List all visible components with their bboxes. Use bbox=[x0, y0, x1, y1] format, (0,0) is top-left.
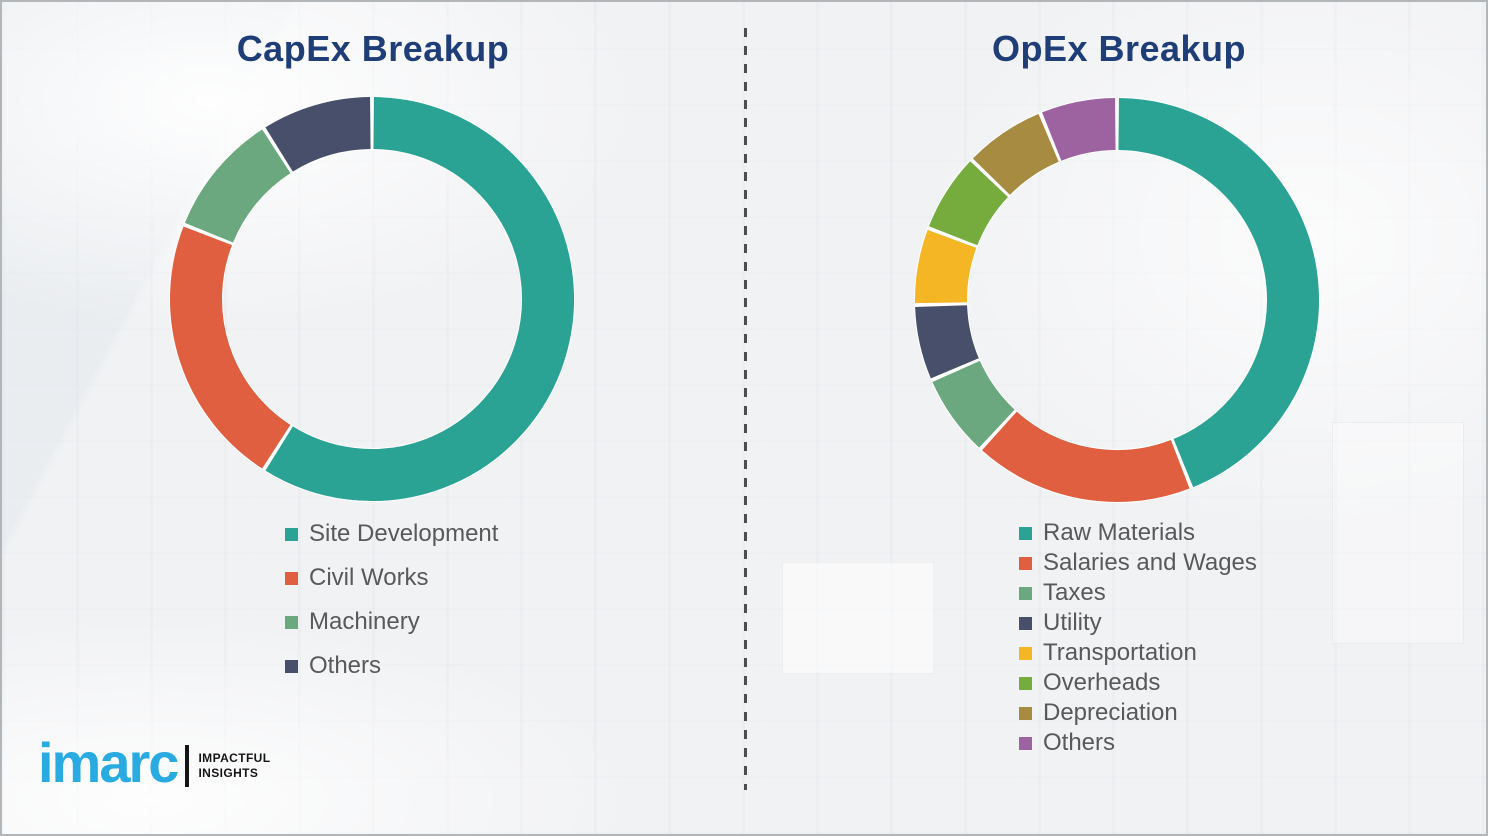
donut-segment-overheads bbox=[928, 161, 1009, 246]
donut-segment-site-development bbox=[265, 97, 574, 501]
legend-item-overheads: Overheads bbox=[1019, 668, 1257, 698]
legend-label: Others bbox=[309, 652, 382, 679]
legend-marker bbox=[1019, 556, 1032, 570]
capex-legend: Site Development Civil Works Machinery Othe… bbox=[285, 512, 498, 688]
donut-segment-salaries-and-wages bbox=[982, 411, 1190, 502]
donut-segment-others bbox=[1042, 98, 1117, 161]
legend-label: Taxes bbox=[1043, 579, 1106, 606]
tagline-line-2: INSIGHTS bbox=[198, 766, 259, 780]
legend-item-others: Others bbox=[285, 644, 498, 688]
capex-chart-title: CapEx Breakup bbox=[236, 28, 510, 69]
legend-label: Machinery bbox=[309, 608, 420, 635]
legend-label: Overheads bbox=[1043, 669, 1161, 696]
donut-segment-others bbox=[265, 97, 372, 172]
legend-marker bbox=[1019, 646, 1032, 660]
legend-marker bbox=[1019, 616, 1032, 630]
donut-segment-taxes bbox=[932, 360, 1016, 448]
legend-marker bbox=[1019, 526, 1032, 540]
donut-segment-civil-works bbox=[170, 226, 291, 469]
legend-label: Depreciation bbox=[1043, 699, 1178, 726]
legend-marker bbox=[285, 571, 298, 585]
opex-legend: Raw Materials Salaries and Wages Taxes Util… bbox=[1019, 518, 1257, 758]
legend-label: Civil Works bbox=[309, 564, 429, 591]
legend-marker bbox=[1019, 736, 1032, 750]
legend-marker bbox=[1019, 586, 1032, 600]
legend-label: Salaries and Wages bbox=[1043, 549, 1257, 576]
imarc-logo: imarc IMPACTFUL INSIGHTS bbox=[38, 735, 270, 791]
legend-marker bbox=[285, 659, 298, 673]
logo-divider-bar bbox=[185, 745, 190, 787]
legend-item-raw-materials: Raw Materials bbox=[1019, 518, 1257, 548]
legend-label: Others bbox=[1043, 729, 1116, 756]
background-watermark-block bbox=[1332, 422, 1464, 644]
legend-marker bbox=[285, 527, 298, 541]
donut-segment-raw-materials bbox=[1118, 98, 1319, 488]
legend-item-taxes: Taxes bbox=[1019, 578, 1257, 608]
donut-segment-depreciation bbox=[972, 113, 1060, 196]
legend-label: Site Development bbox=[309, 520, 499, 547]
legend-marker bbox=[1019, 676, 1032, 690]
imarc-logo-tagline: IMPACTFUL INSIGHTS bbox=[198, 751, 270, 781]
legend-item-transportation: Transportation bbox=[1019, 638, 1257, 668]
legend-label: Transportation bbox=[1043, 639, 1197, 666]
donut-segment-machinery bbox=[184, 129, 291, 244]
legend-item-utility: Utility bbox=[1019, 608, 1257, 638]
donut-segment-utility bbox=[915, 304, 980, 379]
legend-item-civil-works: Civil Works bbox=[285, 556, 498, 600]
legend-item-site-development: Site Development bbox=[285, 512, 498, 556]
background-watermark-block bbox=[782, 562, 934, 674]
legend-item-machinery: Machinery bbox=[285, 600, 498, 644]
legend-label: Raw Materials bbox=[1043, 519, 1196, 546]
legend-item-others: Others bbox=[1019, 728, 1257, 758]
opex-chart-title: OpEx Breakup bbox=[991, 28, 1247, 69]
legend-item-depreciation: Depreciation bbox=[1019, 698, 1257, 728]
donut-segment-transportation bbox=[915, 229, 977, 304]
vertical-dashed-divider bbox=[744, 28, 747, 790]
imarc-logo-wordmark: imarc bbox=[38, 731, 179, 794]
legend-marker bbox=[285, 615, 298, 629]
legend-item-salaries-and-wages: Salaries and Wages bbox=[1019, 548, 1257, 578]
legend-marker bbox=[1019, 706, 1032, 720]
legend-label: Utility bbox=[1043, 609, 1102, 636]
capex-donut-chart bbox=[169, 96, 575, 502]
opex-donut-chart bbox=[914, 97, 1320, 503]
tagline-line-1: IMPACTFUL bbox=[198, 751, 271, 765]
